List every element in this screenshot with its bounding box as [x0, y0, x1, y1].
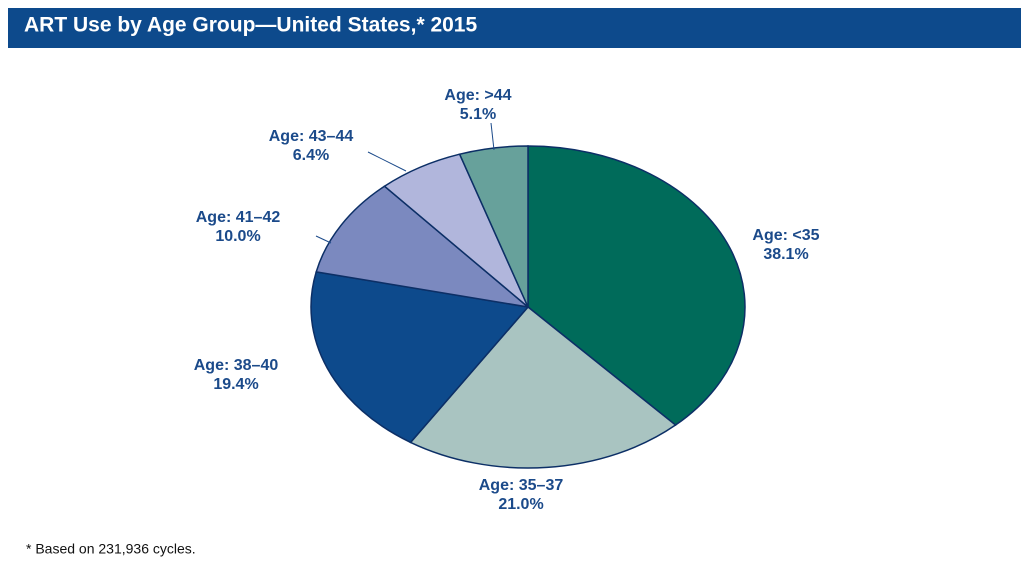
leader-line	[490, 122, 495, 151]
slice-value-label: 10.0%	[215, 228, 260, 245]
slice-value-label: 5.1%	[460, 106, 496, 123]
slice-label: Age: 35–37	[479, 477, 564, 494]
slice-label: Age: 43–44	[269, 128, 354, 145]
slice-value-label: 21.0%	[498, 496, 543, 513]
pie-slice	[310, 271, 530, 444]
slice-label: Age: 41–42	[196, 209, 281, 226]
pie-slice	[527, 145, 746, 426]
slice-label: Age: >44	[444, 87, 511, 104]
leader-line	[315, 235, 332, 244]
slice-label: Age: <35	[752, 227, 819, 244]
pie-slice	[409, 305, 677, 469]
footnote: * Based on 231,936 cycles.	[26, 541, 196, 557]
slice-value-label: 6.4%	[293, 147, 329, 164]
title-band	[8, 8, 1021, 48]
slice-value-label: 19.4%	[213, 376, 258, 393]
slice-label: Age: 38–40	[194, 357, 279, 374]
leader-line	[367, 151, 407, 172]
slice-value-label: 38.1%	[763, 246, 808, 263]
chart-title: ART Use by Age Group—United States,* 201…	[24, 14, 477, 37]
pie-slice	[315, 185, 531, 309]
